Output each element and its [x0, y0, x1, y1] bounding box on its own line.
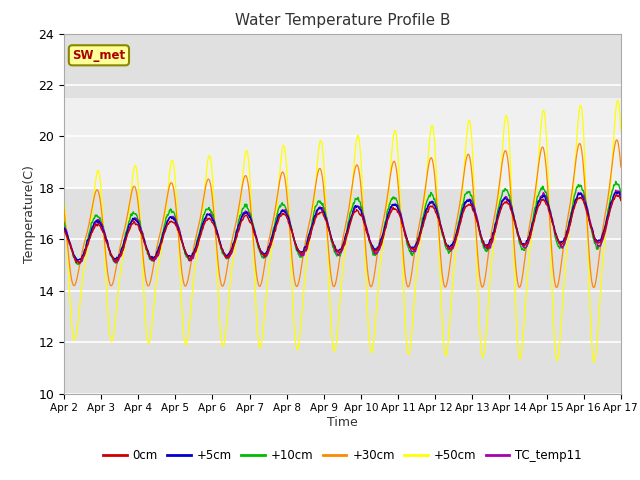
Y-axis label: Temperature(C): Temperature(C)	[22, 165, 36, 263]
Text: SW_met: SW_met	[72, 49, 125, 62]
Bar	[64, 98, 621, 188]
Title: Water Temperature Profile B: Water Temperature Profile B	[235, 13, 450, 28]
X-axis label: Time: Time	[327, 416, 358, 429]
Legend: 0cm, +5cm, +10cm, +30cm, +50cm, TC_temp11: 0cm, +5cm, +10cm, +30cm, +50cm, TC_temp1…	[98, 444, 587, 467]
